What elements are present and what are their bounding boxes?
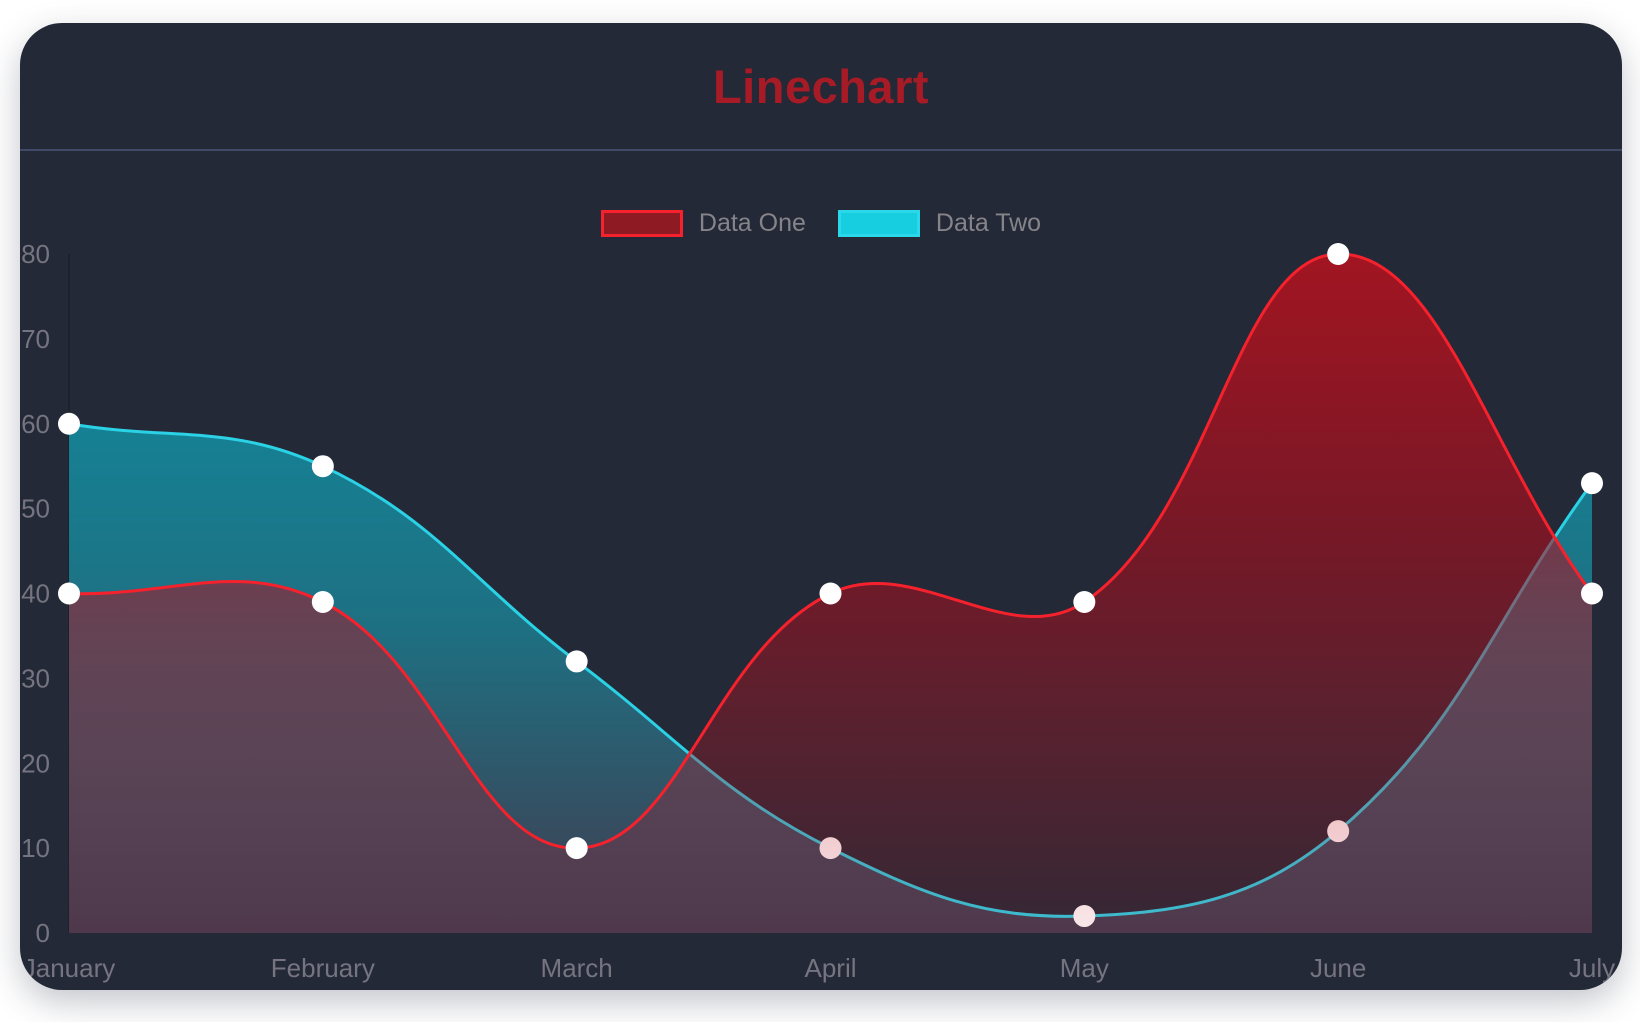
legend-label: Data One — [698, 209, 806, 237]
x-tick-label-july: July — [1569, 953, 1615, 983]
point-data-one-march[interactable] — [565, 837, 588, 860]
y-tick-label-70: 70 — [21, 324, 50, 354]
x-tick-label-march: March — [541, 953, 613, 983]
point-data-two-january[interactable] — [58, 412, 80, 435]
x-tick-label-april: April — [804, 953, 856, 983]
line-chart-canvas[interactable]: 0 10 20 30 40 50 60 70 80 January February March Apr… — [20, 23, 1622, 990]
legend-swatch — [837, 210, 920, 237]
point-data-two-march[interactable] — [565, 650, 588, 673]
y-tick-label-0: 0 — [36, 918, 50, 948]
legend-swatch — [600, 210, 683, 237]
x-tick-label-may: May — [1060, 953, 1109, 983]
point-data-two-february[interactable] — [311, 455, 334, 478]
point-data-one-january[interactable] — [58, 582, 80, 605]
y-tick-label-50: 50 — [21, 494, 50, 524]
point-data-one-june[interactable] — [1327, 243, 1350, 265]
point-data-one-february[interactable] — [311, 590, 334, 613]
chart-card: Linechart 0 10 20 30 40 50 60 70 80 January Februa… — [20, 23, 1622, 990]
area-fill-data-one — [69, 253, 1592, 933]
point-data-one-april[interactable] — [819, 582, 842, 605]
x-tick-label-june: June — [1310, 953, 1366, 983]
point-data-two-july[interactable] — [1581, 472, 1603, 495]
y-tick-label-30: 30 — [21, 663, 50, 693]
chart-title: Linechart — [712, 60, 930, 113]
y-tick-label-20: 20 — [21, 748, 50, 778]
chart-legend: Data One Data Two — [20, 209, 1622, 238]
point-data-one-july[interactable] — [1581, 582, 1603, 605]
y-tick-label-40: 40 — [21, 579, 50, 609]
x-tick-label-january: January — [23, 953, 116, 983]
y-tick-label-60: 60 — [21, 409, 50, 439]
point-data-one-may[interactable] — [1073, 590, 1096, 613]
legend-item-data-two[interactable]: Data Two — [837, 209, 1042, 238]
x-tick-label-february: February — [271, 953, 375, 983]
legend-item-data-one[interactable]: Data One — [600, 209, 806, 238]
title-divider — [20, 149, 1622, 151]
legend-label: Data Two — [935, 209, 1042, 237]
y-tick-label-10: 10 — [21, 833, 50, 863]
y-tick-label-80: 80 — [21, 239, 50, 269]
